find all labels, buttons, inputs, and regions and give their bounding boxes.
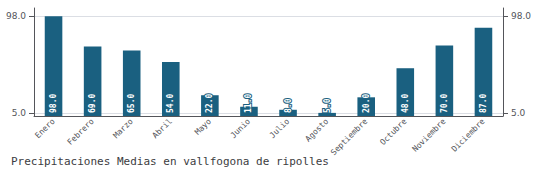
svg-text:87.0: 87.0 xyxy=(479,94,488,113)
svg-text:Noviembre: Noviembre xyxy=(411,117,448,154)
svg-text:Diciembre: Diciembre xyxy=(450,117,487,154)
svg-text:98.0: 98.0 xyxy=(6,11,26,21)
svg-text:Abril: Abril xyxy=(151,117,174,140)
svg-text:69.0: 69.0 xyxy=(88,94,97,113)
svg-text:Febrero: Febrero xyxy=(66,117,96,147)
svg-text:5.0: 5.0 xyxy=(511,108,526,118)
svg-text:5.0: 5.0 xyxy=(323,98,332,113)
svg-text:Mayo: Mayo xyxy=(193,117,213,137)
svg-text:22.0: 22.0 xyxy=(205,94,214,113)
svg-text:70.0: 70.0 xyxy=(440,94,449,113)
svg-text:Agosto: Agosto xyxy=(304,117,331,144)
svg-text:54.0: 54.0 xyxy=(166,94,175,113)
svg-text:65.0: 65.0 xyxy=(127,94,136,113)
svg-text:Junio: Junio xyxy=(229,117,252,140)
svg-text:98.0: 98.0 xyxy=(49,94,58,113)
svg-text:Marzo: Marzo xyxy=(112,117,135,140)
svg-text:20.0: 20.0 xyxy=(362,94,371,113)
svg-text:Precipitaciones Medias en vall: Precipitaciones Medias en vallfogona de … xyxy=(11,155,329,168)
svg-text:8.0: 8.0 xyxy=(284,98,293,113)
svg-text:Octubre: Octubre xyxy=(378,117,408,147)
svg-text:11.0: 11.0 xyxy=(244,94,253,113)
svg-text:5.0: 5.0 xyxy=(12,108,27,118)
svg-text:98.0: 98.0 xyxy=(511,11,531,21)
svg-text:Septiembre: Septiembre xyxy=(329,117,369,157)
svg-text:Julio: Julio xyxy=(268,117,291,140)
svg-text:48.0: 48.0 xyxy=(401,94,410,113)
svg-text:Enero: Enero xyxy=(33,117,56,140)
